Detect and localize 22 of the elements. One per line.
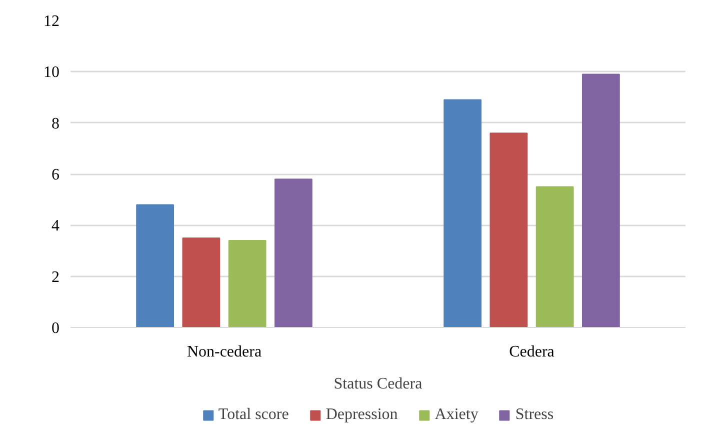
y-tick-label: 2 (52, 268, 60, 286)
x-tick-label: Cedera (509, 344, 554, 360)
y-tick-label: 0 (52, 320, 60, 337)
bar (582, 74, 620, 328)
bar (444, 99, 482, 328)
y-tick-label: 6 (52, 166, 60, 184)
y-tick-label: 4 (52, 218, 60, 235)
bar (228, 240, 266, 328)
legend-label: Total score (218, 406, 289, 424)
x-tick-label: Non-cedera (186, 344, 262, 360)
legend-label: Axiety (434, 406, 478, 424)
y-tick-label: 8 (52, 115, 60, 132)
x-axis-title: Status Cedera (334, 376, 422, 392)
y-tick-label: 12 (44, 13, 60, 30)
bar (182, 237, 220, 328)
y-tick-label: 10 (44, 64, 60, 82)
legend-label: Stress (515, 406, 554, 424)
bar (536, 186, 574, 328)
bar (274, 178, 312, 328)
bar (136, 204, 174, 328)
bar (490, 132, 528, 328)
legend-label: Depression (326, 406, 398, 424)
